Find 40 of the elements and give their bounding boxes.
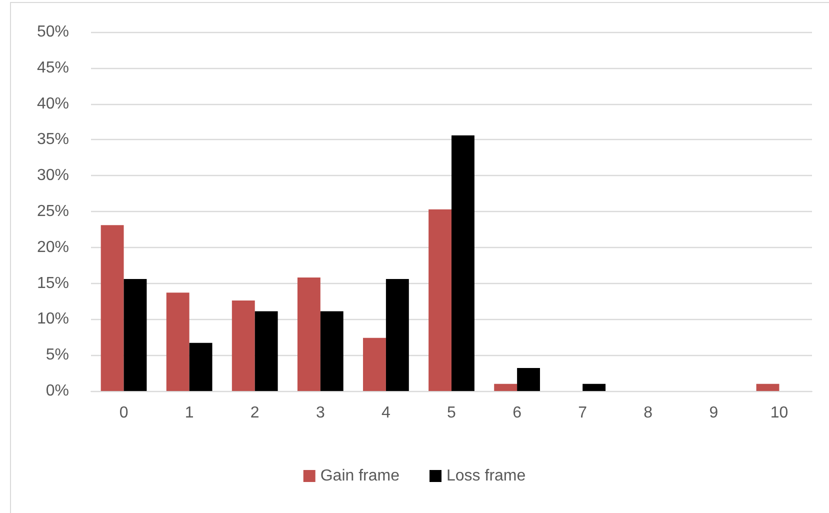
- y-tick-label: 0%: [46, 382, 69, 400]
- x-tick-label: 4: [382, 404, 390, 422]
- legend-label: Gain frame: [320, 468, 400, 484]
- y-tick-label: 30%: [36, 167, 69, 184]
- x-tick-label: 3: [316, 404, 325, 422]
- bar: [297, 278, 320, 391]
- x-tick-label: 10: [770, 404, 788, 422]
- x-tick-label: 2: [250, 404, 260, 422]
- y-tick-label: 50%: [36, 24, 69, 40]
- x-tick-label: 0: [119, 404, 128, 422]
- y-tick-label: 25%: [36, 203, 69, 220]
- bar: [452, 135, 474, 391]
- x-tick-label: 7: [578, 404, 588, 422]
- bar: [756, 384, 780, 391]
- bar: [189, 342, 212, 391]
- bar: [582, 384, 606, 391]
- x-tick-label: 5: [447, 404, 456, 422]
- bar: [100, 225, 124, 391]
- legend-label: Loss frame: [446, 468, 526, 484]
- bar: [428, 209, 452, 391]
- y-tick-label: 5%: [46, 346, 69, 364]
- bar: [166, 292, 190, 391]
- x-tick-label: 9: [709, 404, 718, 422]
- bar: [517, 368, 540, 391]
- y-tick-label: 15%: [36, 274, 69, 292]
- y-tick-label: 45%: [36, 59, 69, 76]
- x-tick-label: 6: [512, 404, 522, 422]
- bar: [363, 338, 386, 391]
- bar: [232, 300, 255, 391]
- x-tick-label: 1: [184, 404, 194, 422]
- bar: [386, 278, 409, 391]
- bar: [124, 278, 147, 391]
- bar: [254, 311, 278, 391]
- bar: [320, 311, 344, 391]
- x-tick-label: 8: [644, 404, 653, 422]
- y-tick-label: 35%: [36, 131, 69, 148]
- y-tick-label: 10%: [36, 310, 69, 328]
- y-tick-label: 40%: [36, 95, 69, 112]
- bar: [494, 384, 518, 391]
- y-tick-label: 20%: [36, 238, 69, 256]
